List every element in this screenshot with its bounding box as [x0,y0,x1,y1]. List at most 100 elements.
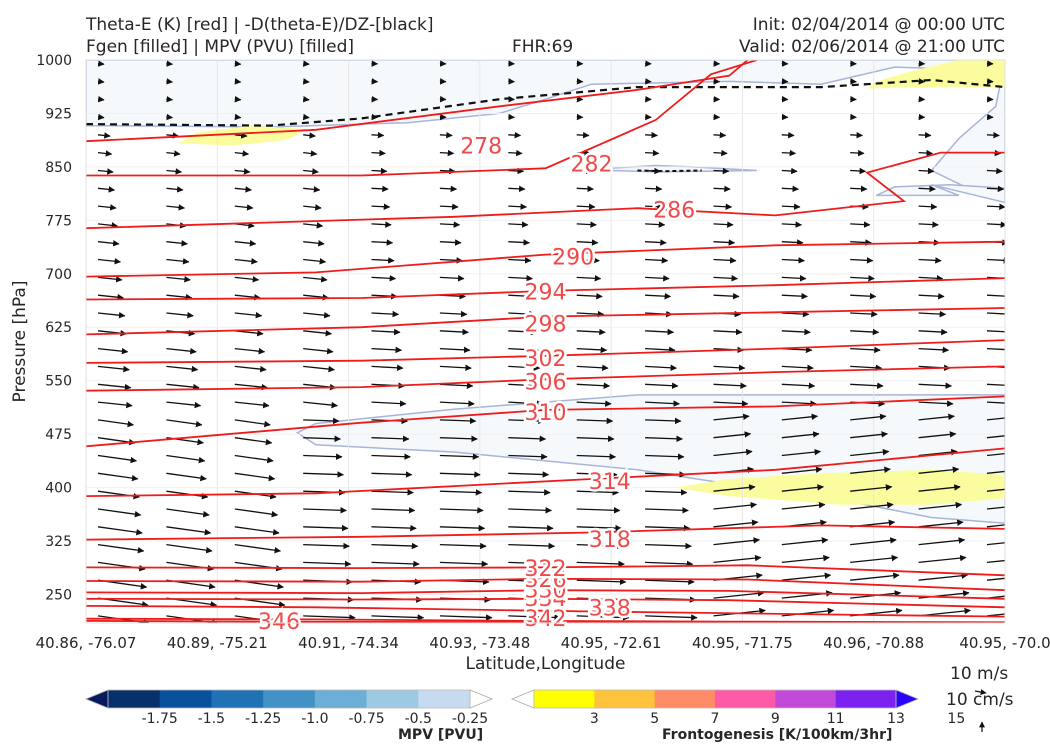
wind-vector [371,524,417,532]
wind-vector [713,554,762,564]
wind-vector [781,431,820,439]
wind-vector [508,310,536,318]
x-tick-label: 40.86, -76.07 [36,634,137,652]
wind-vector [986,542,1005,546]
wind-vector [850,554,899,564]
wind-vector [439,346,471,354]
wind-vector [303,365,335,373]
wind-vector [97,132,111,139]
wind-vector [645,453,685,460]
wind-vector [371,614,425,621]
wind-vector [97,293,124,301]
wind-vector [439,471,481,478]
mpv-colorbar-swatch [108,690,161,708]
wind-vector [713,257,737,264]
wind-vector [781,149,797,157]
wind-vector [918,382,953,389]
fgen-colorbar-tick: 3 [590,711,599,727]
wind-vector [986,506,1005,510]
wind-vector [713,484,756,492]
wind-vector [97,78,105,85]
wind-vector [576,257,600,264]
theta-e-label: 286 [653,199,695,224]
wind-vector [781,554,830,564]
wind-vector [508,417,545,425]
wind-vector [166,186,184,193]
x-axis-label: Latitude,Longitude [466,654,626,674]
theta-e-label: 290 [552,246,594,271]
wind-vector [850,221,871,228]
wind-vector [850,131,864,139]
y-tick-label: 625 [45,320,72,336]
wind-vector [850,364,883,372]
wind-vector [986,524,1005,528]
wind-vector [645,560,694,568]
wind-vector [166,401,202,409]
wind-vector [918,131,932,139]
wind-vector [713,590,765,599]
wind-vector [918,501,963,510]
wind-vector [850,239,872,246]
wind-vector [850,149,865,157]
plot-area [86,60,1005,623]
title-left-1: Theta-E (K) [red] | -D(theta-E)/DZ-[blac… [86,15,434,35]
fgen-colorbar-swatch [715,690,776,708]
mpv-colorbar-frame [107,689,471,709]
wind-vector [97,60,105,67]
wind-vector [234,437,273,446]
wind-vector [371,489,414,496]
wind-vector [576,346,608,354]
wind-vector [781,167,798,175]
wind-vector [97,258,122,265]
wind-vector [986,435,1005,439]
wind-vector [303,222,324,229]
wind-vector [302,95,310,103]
wind-vector [713,537,760,546]
wind-vector [986,401,1005,404]
wind-vector [166,383,200,391]
wind-vector [303,132,316,139]
wind-vector [97,365,130,373]
wind-vector [781,382,816,389]
wind-vector [576,453,617,460]
wind-vector [303,471,344,478]
wind-vector [781,185,800,193]
theta-e-contour [86,589,1005,600]
wind-vector [508,203,528,210]
wind-vector [918,572,969,581]
theta-e-contour [86,365,1005,392]
wind-vector [97,419,135,428]
wind-vector [645,435,683,443]
wind-vector [713,382,747,389]
wind-vector [371,435,410,443]
theta-e-label: 294 [525,281,567,306]
wind-vector [234,240,257,247]
wind-vector [234,168,251,175]
wind-vector [97,240,120,247]
y-tick-label: 325 [45,534,72,550]
wind-vector [166,95,174,103]
wind-vector [234,60,242,67]
wind-vector [371,167,388,175]
fgen-colorbar-label: Frontogenesis [K/100km/3hr] [662,727,893,743]
wind-vector [302,78,310,85]
wind-vector [986,559,1005,564]
wind-vector [576,275,602,282]
wind-vector [713,501,758,510]
wind-vector [918,149,933,157]
wind-vector [850,466,891,474]
fgen-colorbar-tick: 15 [947,711,965,727]
fgen-colorbar-tick: 11 [827,711,845,727]
wind-vector [508,221,529,228]
wind-vector [918,203,938,210]
wind-vector [781,203,801,210]
wind-vector [781,484,824,492]
wind-vector [781,466,823,474]
fgen-colorbar-frame [533,689,897,709]
wind-vector [918,537,966,546]
wind-vector [234,78,242,85]
wind-vector [781,328,811,336]
wind-vector [713,431,752,439]
wind-vector [234,204,254,211]
wind-vector [234,113,242,121]
